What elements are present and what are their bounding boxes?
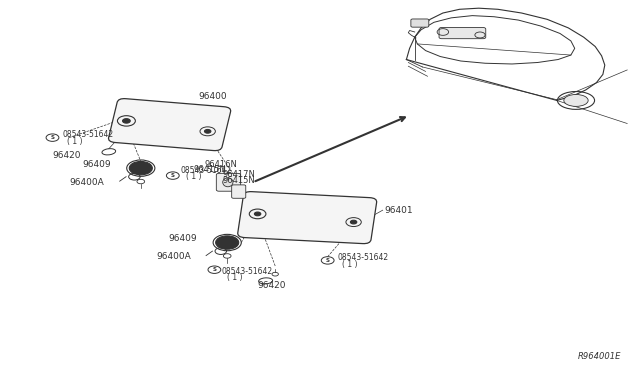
- Text: ( 1 ): ( 1 ): [67, 137, 82, 146]
- Text: 96400A: 96400A: [156, 252, 191, 261]
- Text: 96401: 96401: [384, 206, 413, 215]
- FancyBboxPatch shape: [439, 28, 486, 39]
- FancyBboxPatch shape: [216, 173, 241, 191]
- Text: 96415N: 96415N: [194, 165, 227, 174]
- Ellipse shape: [564, 94, 588, 106]
- Text: R964001E: R964001E: [577, 352, 621, 361]
- Text: 96400A: 96400A: [70, 178, 104, 187]
- Circle shape: [129, 161, 152, 175]
- Text: 96409: 96409: [82, 160, 111, 169]
- FancyBboxPatch shape: [109, 99, 230, 151]
- Text: ( 1 ): ( 1 ): [186, 172, 201, 181]
- Text: 08543-51642: 08543-51642: [180, 166, 232, 175]
- Text: 08543-51642: 08543-51642: [63, 130, 114, 139]
- Text: S: S: [212, 267, 216, 272]
- Circle shape: [205, 129, 211, 133]
- Text: 96416N: 96416N: [205, 160, 237, 169]
- Text: 08543-51642: 08543-51642: [221, 267, 273, 276]
- Text: ( 1 ): ( 1 ): [342, 260, 357, 269]
- Circle shape: [351, 220, 357, 224]
- Text: 96417N: 96417N: [223, 170, 255, 179]
- Text: 96409: 96409: [168, 234, 197, 243]
- Text: 96420: 96420: [257, 281, 286, 290]
- Circle shape: [216, 236, 239, 249]
- Text: 96415N: 96415N: [223, 176, 255, 185]
- Text: ( 1 ): ( 1 ): [227, 273, 242, 282]
- FancyBboxPatch shape: [411, 19, 429, 27]
- Text: S: S: [51, 135, 54, 140]
- Text: 96400: 96400: [198, 92, 227, 101]
- Circle shape: [123, 119, 131, 123]
- Text: 96420: 96420: [52, 151, 81, 160]
- FancyBboxPatch shape: [232, 185, 246, 198]
- Text: 08543-51642: 08543-51642: [338, 253, 389, 262]
- FancyBboxPatch shape: [237, 192, 377, 244]
- Text: S: S: [171, 173, 175, 178]
- Circle shape: [254, 212, 261, 216]
- Text: S: S: [326, 258, 330, 263]
- Ellipse shape: [223, 178, 233, 187]
